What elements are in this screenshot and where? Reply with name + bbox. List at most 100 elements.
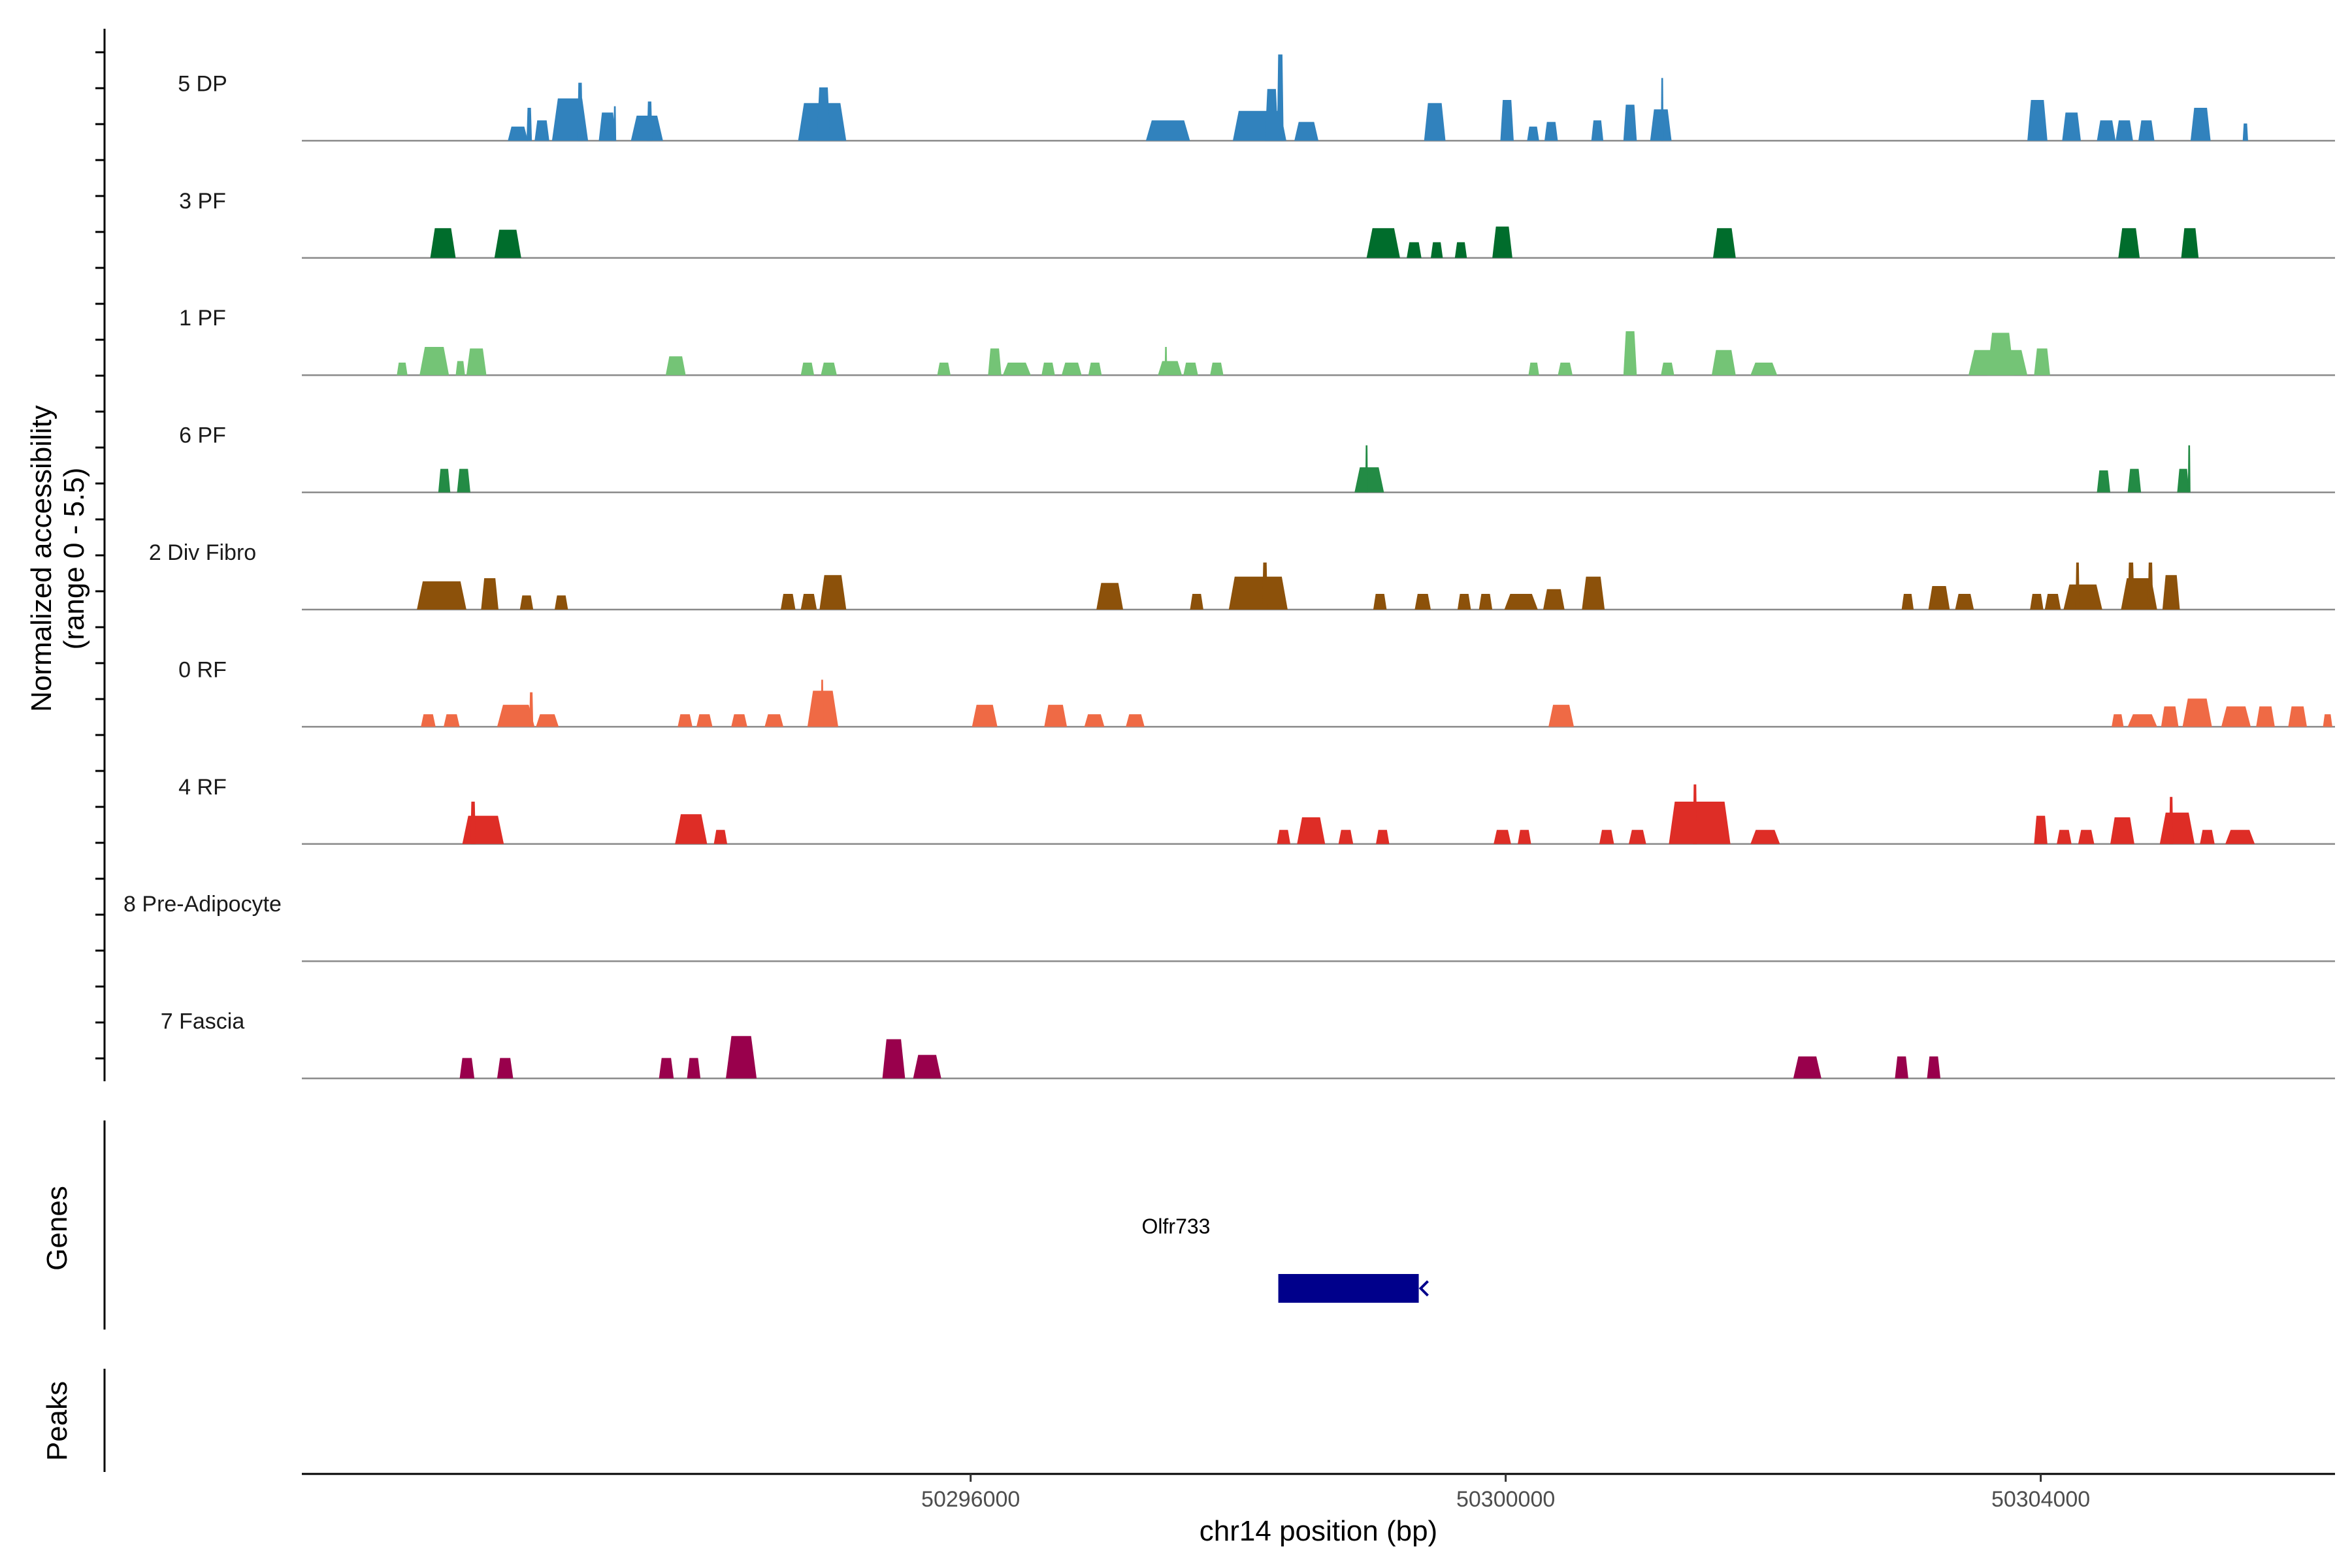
coverage-peak	[2225, 830, 2255, 844]
coverage-peak	[764, 714, 784, 727]
coverage-peak	[444, 714, 460, 727]
coverage-peak	[800, 363, 815, 376]
coverage-peak	[494, 229, 521, 258]
coverage-peak	[726, 1036, 757, 1079]
track-label: 4 RF	[178, 775, 227, 800]
coverage-peak	[1294, 122, 1318, 141]
coverage-peak	[2138, 120, 2155, 141]
coverage-peak	[1366, 228, 1400, 258]
coverage-peak	[519, 595, 534, 610]
coverage-peak	[1145, 120, 1190, 141]
coverage-peak	[678, 714, 693, 727]
coverage-peak	[696, 714, 713, 727]
coverage-peak	[1158, 361, 1183, 376]
coverage-peak	[2075, 563, 2080, 610]
gene-body	[1278, 1274, 1419, 1303]
coverage-peak	[821, 679, 824, 727]
y-axis-title-line1: Normalized accessibility	[25, 405, 57, 711]
track-8: 7 Fascia	[161, 1009, 2335, 1079]
coverage-peak	[2127, 468, 2142, 493]
x-tick-label: 50296000	[921, 1487, 1020, 1512]
gene-label: Olfr733	[1142, 1215, 1211, 1238]
coverage-peak	[1061, 363, 1082, 376]
coverage-peak	[459, 1058, 475, 1079]
coverage-peak	[1354, 467, 1384, 493]
track-label: 0 RF	[178, 657, 227, 682]
coverage-peak	[2148, 563, 2153, 610]
coverage-peak	[1623, 331, 1637, 376]
x-tick-label: 50304000	[1991, 1487, 2090, 1512]
track-label: 8 Pre-Adipocyte	[123, 892, 282, 917]
coverage-peak	[1661, 78, 1664, 141]
coverage-peak	[2127, 563, 2134, 610]
coverage-peak	[1793, 1056, 1821, 1079]
coverage-peak	[1544, 122, 1558, 141]
coverage-peak	[2256, 706, 2275, 727]
coverage-peak	[1650, 109, 1672, 141]
coverage-peak	[2097, 470, 2111, 493]
coverage-peak	[1096, 583, 1124, 610]
track-6: 4 RF	[178, 775, 2335, 845]
coverage-peak	[913, 1054, 941, 1079]
coverage-peak	[800, 594, 817, 610]
coverage-peak	[2161, 706, 2179, 727]
track-label: 3 PF	[179, 189, 226, 214]
coverage-peak	[1623, 105, 1637, 141]
coverage-peak	[1750, 363, 1778, 376]
left-axes	[95, 29, 106, 1472]
coverage-peak	[419, 347, 449, 376]
coverage-peak	[647, 101, 653, 141]
coverage-peak	[508, 126, 529, 141]
coverage-peak	[1669, 802, 1731, 844]
coverage-peak	[1582, 576, 1605, 610]
coverage-peak	[397, 363, 408, 376]
coverage-peak	[2062, 112, 2081, 141]
coverage-peak	[882, 1039, 906, 1079]
coverage-peak	[2044, 594, 2061, 610]
coverage-peak	[2200, 830, 2215, 844]
coverage-peak	[2027, 100, 2048, 141]
coverage-peak	[2034, 348, 2050, 376]
coverage-peak	[462, 815, 504, 844]
coverage-peak	[1297, 817, 1326, 844]
coverage-peak	[1430, 242, 1443, 258]
coverage-peak	[1277, 54, 1284, 141]
coverage-peak	[1210, 363, 1224, 376]
coverage-peak	[630, 116, 663, 141]
coverage-peak	[2030, 594, 2044, 610]
coverage-peak	[421, 714, 436, 727]
coverage-peak	[1711, 350, 1736, 376]
track-4: 2 Div Fibro	[149, 540, 2335, 611]
coverage-peak	[1088, 363, 1102, 376]
coverage-peak	[1041, 363, 1055, 376]
coverage-peak	[1750, 830, 1780, 844]
coverage-peak	[2323, 714, 2332, 727]
coverage-peak	[430, 228, 456, 258]
coverage-peak	[1228, 576, 1288, 610]
coverage-peak	[1478, 594, 1493, 610]
coverage-peak	[1543, 589, 1565, 610]
coverage-peak	[1504, 594, 1538, 610]
coverage-peak	[2118, 228, 2140, 258]
coverage-peak	[1407, 242, 1422, 258]
coverage-peak	[2182, 698, 2212, 727]
coverage-peak	[1492, 226, 1512, 258]
coverage-peak	[1527, 126, 1539, 141]
coverage-peak	[1126, 714, 1145, 727]
coverage-peak	[1183, 363, 1198, 376]
coverage-peak	[1591, 120, 1604, 141]
coverage-peak	[665, 356, 686, 376]
coverage-peak	[1987, 333, 2014, 376]
coverage-peak	[526, 108, 532, 141]
coverage-peak	[577, 82, 583, 141]
coverage-peak	[2177, 468, 2189, 493]
coverage-peak	[1661, 363, 1674, 376]
coverage-peak	[1365, 445, 1368, 493]
track-label: 2 Div Fibro	[149, 540, 256, 565]
coverage-peak	[438, 468, 451, 493]
coverage-peak	[817, 87, 830, 141]
track-label: 1 PF	[179, 306, 226, 331]
coverage-peak	[1265, 89, 1279, 141]
coverage-peak	[659, 1058, 674, 1079]
coverage-peak	[1277, 830, 1291, 844]
